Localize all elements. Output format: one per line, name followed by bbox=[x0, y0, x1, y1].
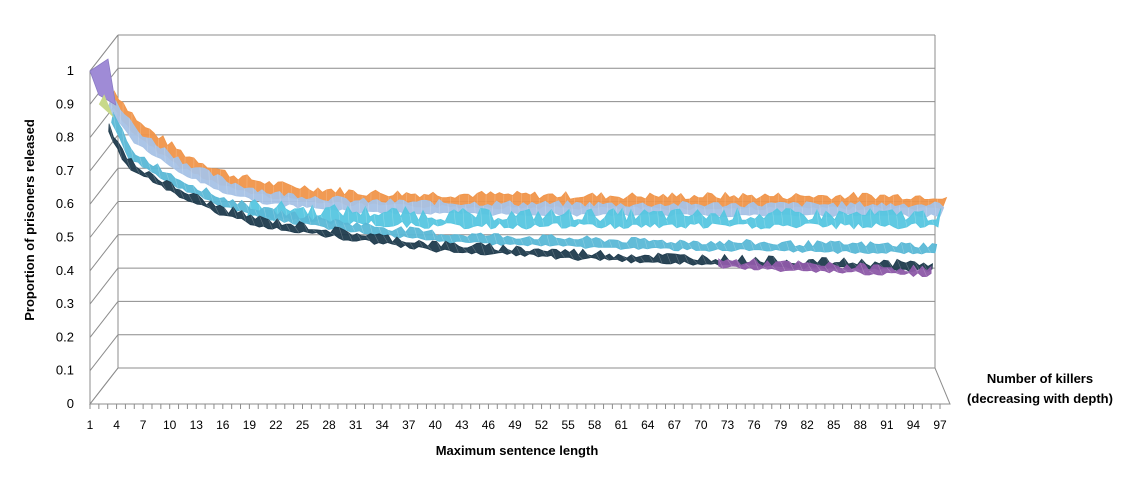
x-tick-label: 55 bbox=[561, 418, 575, 432]
x-tick-label: 64 bbox=[641, 418, 655, 432]
x-tick-label: 79 bbox=[774, 418, 788, 432]
x-tick-label: 31 bbox=[349, 418, 363, 432]
y-tick-label: 0.3 bbox=[56, 296, 74, 311]
y-tick-label: 0.9 bbox=[56, 96, 74, 111]
gridline-left bbox=[90, 168, 118, 204]
x-tick-label: 97 bbox=[933, 418, 947, 432]
y-axis-title: Proportion of prisoners released bbox=[22, 119, 37, 321]
x-tick-label: 94 bbox=[907, 418, 921, 432]
gridline-left bbox=[90, 335, 118, 371]
x-tick-label: 52 bbox=[535, 418, 549, 432]
x-tick-label: 85 bbox=[827, 418, 841, 432]
x-tick-label: 7 bbox=[140, 418, 147, 432]
x-tick-label: 70 bbox=[694, 418, 708, 432]
y-tick-label: 0 bbox=[67, 396, 74, 411]
x-tick-label: 25 bbox=[296, 418, 310, 432]
x-tick-label: 61 bbox=[615, 418, 629, 432]
floor bbox=[90, 368, 950, 404]
gridline-left bbox=[90, 202, 118, 238]
x-tick-label: 91 bbox=[880, 418, 894, 432]
x-tick-label: 88 bbox=[854, 418, 868, 432]
x-tick-label: 76 bbox=[747, 418, 761, 432]
x-tick-label: 73 bbox=[721, 418, 735, 432]
x-tick-label: 13 bbox=[190, 418, 204, 432]
depth-axis-title-line-2: (decreasing with depth) bbox=[967, 391, 1113, 406]
x-tick-label: 1 bbox=[87, 418, 94, 432]
x-tick-label: 82 bbox=[801, 418, 815, 432]
x-tick-label: 43 bbox=[455, 418, 469, 432]
y-tick-labels: 0 0.1 0.2 0.3 0.4 0.5 0.6 0.7 0.8 0.9 1 bbox=[56, 63, 74, 411]
x-tick-labels: 1 4 7 10 13 16 19 22 25 28 31 34 37 40 43 46 49 52 55 58 61 6… bbox=[87, 404, 947, 432]
y-tick-label: 0.7 bbox=[56, 163, 74, 178]
x-tick-label: 37 bbox=[402, 418, 416, 432]
x-tick-label: 46 bbox=[482, 418, 496, 432]
x-tick-label: 67 bbox=[668, 418, 682, 432]
x-tick-label: 22 bbox=[269, 418, 283, 432]
gridline-left bbox=[90, 235, 118, 271]
x-tick-label: 28 bbox=[322, 418, 336, 432]
y-tick-label: 0.2 bbox=[56, 329, 74, 344]
x-tick-label: 4 bbox=[113, 418, 120, 432]
y-tick-label: 0.5 bbox=[56, 230, 74, 245]
y-tick-label: 0.8 bbox=[56, 130, 74, 145]
x-tick-label: 16 bbox=[216, 418, 230, 432]
y-tick-label: 0.1 bbox=[56, 363, 74, 378]
gridline-left bbox=[90, 268, 118, 304]
x-axis-title: Maximum sentence length bbox=[436, 443, 599, 458]
depth-axis-title-line-1: Number of killers bbox=[987, 371, 1093, 386]
x-tick-label: 10 bbox=[163, 418, 177, 432]
y-tick-label: 1 bbox=[67, 63, 74, 78]
x-tick-label: 58 bbox=[588, 418, 602, 432]
x-tick-label: 19 bbox=[243, 418, 257, 432]
y-tick-label: 0.6 bbox=[56, 196, 74, 211]
gridline-left bbox=[90, 301, 118, 337]
x-tick-label: 49 bbox=[508, 418, 522, 432]
y-tick-label: 0.4 bbox=[56, 263, 74, 278]
x-tick-label: 34 bbox=[376, 418, 390, 432]
x-tick-label: 40 bbox=[429, 418, 443, 432]
